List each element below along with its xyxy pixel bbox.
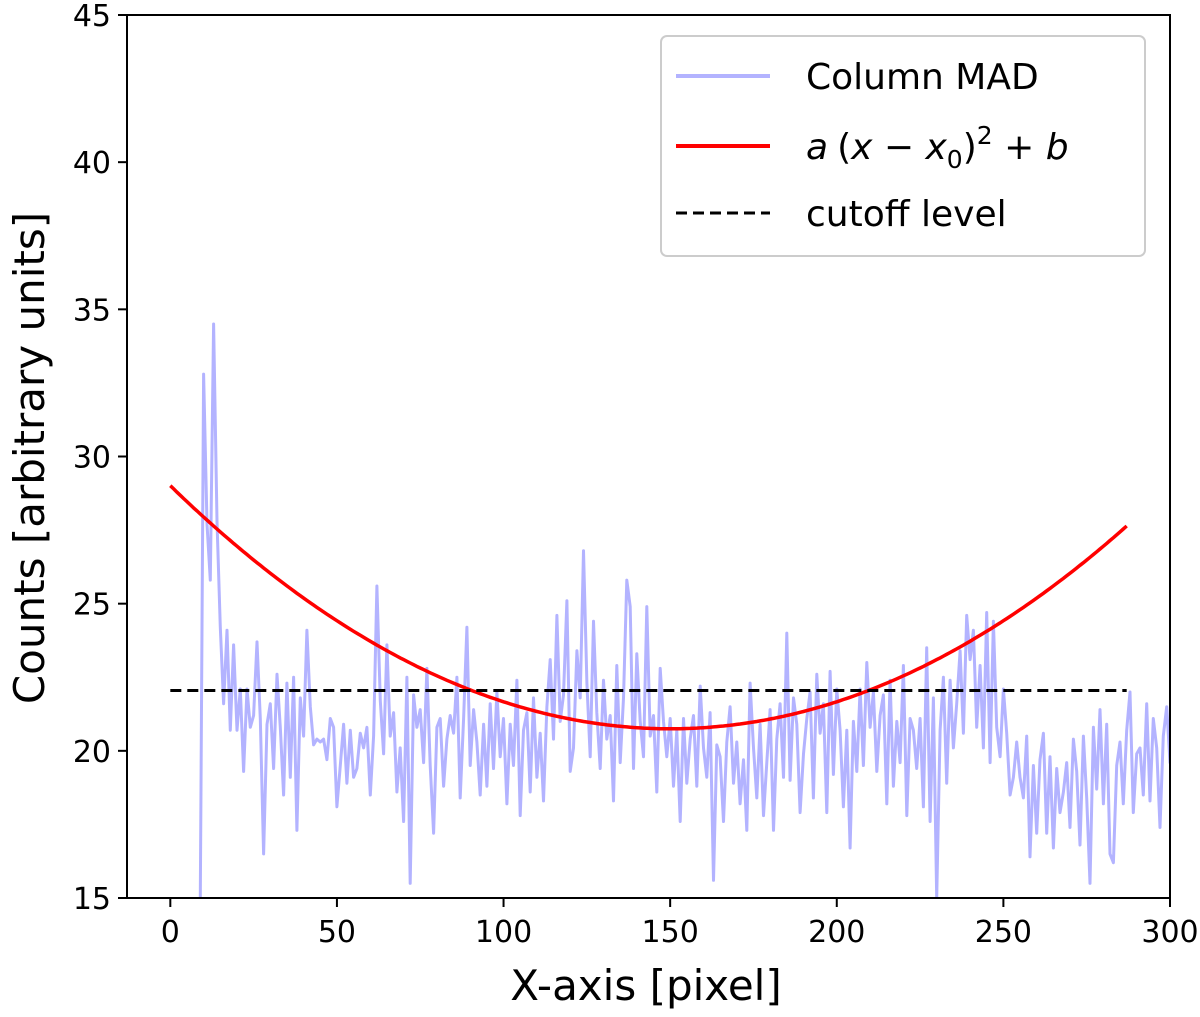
fit-label-open-paren: ( [837, 127, 851, 168]
y-tick-label: 45 [73, 0, 111, 34]
y-tick-label: 35 [73, 293, 111, 328]
y-tick-label: 40 [73, 146, 111, 181]
legend-label-cutoff: cutoff level [806, 194, 1007, 235]
fit-label-subscript: 0 [947, 145, 963, 174]
fit-label-a: a [806, 127, 828, 168]
fit-label-minus: − [872, 127, 925, 168]
x-tick-label: 100 [475, 915, 532, 950]
x-tick-label: 50 [318, 915, 356, 950]
x-tick-label: 200 [808, 915, 865, 950]
legend-label-fit: a (x − x0)2 + b [806, 121, 1069, 174]
x-tick-label: 300 [1141, 915, 1198, 950]
series-quadratic-fit [169, 484, 1128, 731]
y-tick-label: 20 [73, 735, 111, 770]
fit-label-x: x [850, 127, 873, 168]
x-tick-label: 150 [642, 915, 699, 950]
fit-label-b: b [1046, 127, 1069, 168]
fit-label-x0: x [924, 127, 947, 168]
y-tick-label: 15 [73, 882, 111, 917]
y-axis-title: Counts [arbitrary units] [5, 212, 54, 704]
series-column-mad [198, 322, 1170, 898]
x-tick-label: 250 [975, 915, 1032, 950]
fit-label-exponent: 2 [977, 121, 993, 150]
y-tick-label: 25 [73, 588, 111, 623]
x-tick-label: 0 [161, 915, 180, 950]
legend-label-column-mad: Column MAD [806, 57, 1039, 98]
x-axis-title: X-axis [pixel] [510, 961, 782, 1010]
fit-label-plus: + [993, 127, 1046, 168]
legend: Column MAD a (x − x0)2 + b cutoff level [660, 35, 1146, 257]
legend-frame [660, 35, 1146, 257]
fit-label-close-paren: ) [963, 127, 977, 168]
y-tick-label: 30 [73, 441, 111, 476]
plot-area [169, 322, 1170, 898]
series-layer [169, 322, 1170, 898]
